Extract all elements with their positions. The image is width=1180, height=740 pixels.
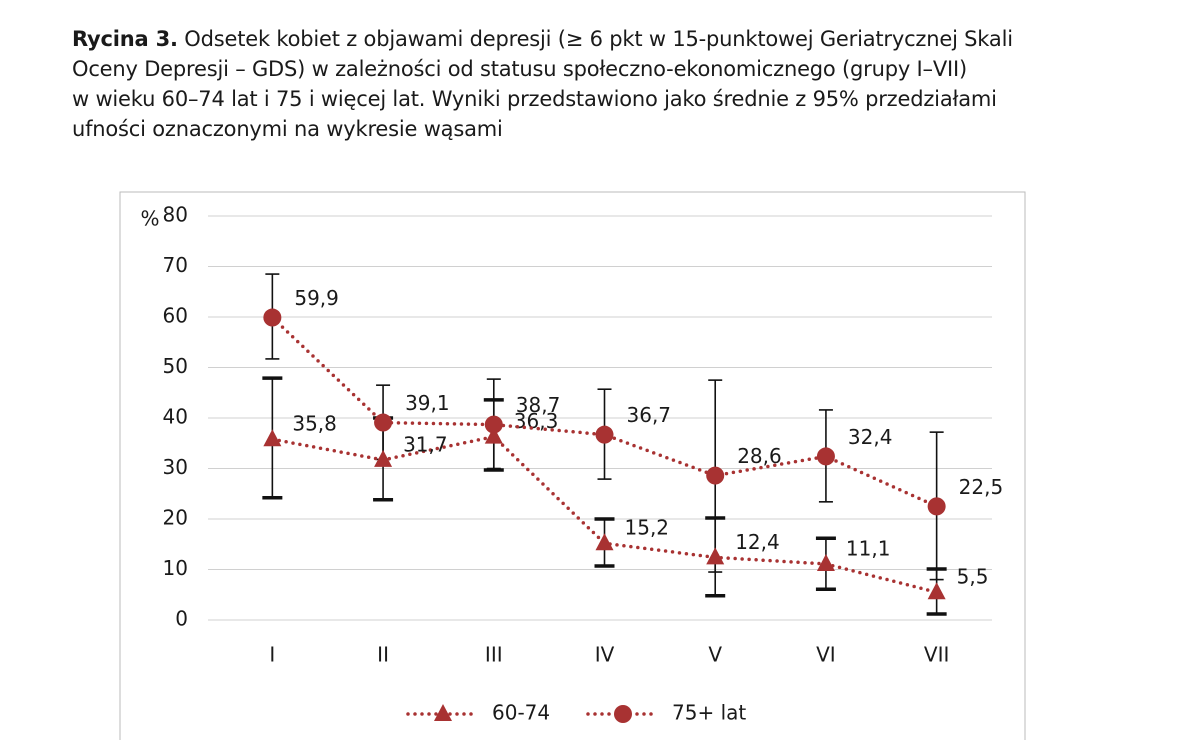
y-tick-label: 10	[163, 556, 188, 580]
data-point	[484, 426, 503, 444]
y-tick-label: 50	[163, 354, 188, 378]
data-point	[595, 533, 614, 551]
data-point	[706, 547, 725, 565]
data-point	[816, 553, 835, 571]
caption-line: w wieku 60–74 lat i 75 i więcej lat. Wyn…	[72, 87, 997, 111]
data-label: 22,5	[959, 475, 1004, 499]
x-tick-label: VI	[816, 643, 836, 667]
data-label: 11,1	[846, 536, 891, 560]
data-label: 39,1	[405, 391, 450, 415]
data-point	[374, 449, 393, 467]
legend-marker	[434, 704, 452, 721]
data-point	[263, 429, 282, 447]
x-tick-label: III	[485, 643, 503, 667]
data-point	[927, 497, 946, 516]
data-label: 5,5	[957, 565, 989, 589]
data-point	[374, 413, 393, 432]
data-point	[595, 425, 614, 444]
y-tick-label: 60	[163, 304, 188, 328]
data-label: 59,9	[294, 286, 339, 310]
x-tick-label: IV	[595, 643, 615, 667]
data-label: 32,4	[848, 425, 893, 449]
chart-frame	[119, 191, 1026, 740]
legend-label: 75+ lat	[672, 701, 746, 725]
x-tick-label: II	[377, 643, 389, 667]
caption-line: Odsetek kobiet z objawami depresji (≥ 6 …	[184, 27, 1013, 51]
data-label: 38,7	[516, 393, 561, 417]
data-label: 31,7	[403, 432, 448, 456]
caption-line: ufności oznaczonymi na wykresie wąsami	[72, 117, 503, 141]
legend-label: 60-74	[492, 701, 550, 725]
y-tick-label: 20	[163, 506, 188, 530]
x-tick-label: VII	[924, 643, 949, 667]
caption: Rycina 3. Odsetek kobiet z objawami depr…	[72, 24, 1013, 144]
data-label: 35,8	[292, 412, 337, 436]
data-label: 28,6	[737, 444, 782, 468]
x-tick-label: V	[708, 643, 722, 667]
data-point	[484, 415, 503, 434]
caption-line: Oceny Depresji – GDS) w zależności od st…	[72, 57, 967, 81]
data-point	[706, 466, 725, 485]
data-point	[816, 447, 835, 466]
y-tick-label: 30	[163, 455, 188, 479]
y-tick-label: 40	[163, 405, 188, 429]
data-point	[927, 582, 946, 600]
data-label: 12,4	[735, 530, 780, 554]
y-tick-label: 0	[175, 607, 188, 631]
y-tick-label: 70	[163, 253, 188, 277]
x-tick-label: I	[269, 643, 275, 667]
y-axis-label: %	[140, 207, 159, 231]
y-tick-label: 80	[163, 203, 188, 227]
data-label: 36,7	[627, 403, 672, 427]
caption-label: Rycina 3.	[72, 27, 178, 51]
data-point	[263, 308, 282, 327]
data-label: 15,2	[625, 516, 670, 540]
legend-marker	[614, 705, 632, 723]
